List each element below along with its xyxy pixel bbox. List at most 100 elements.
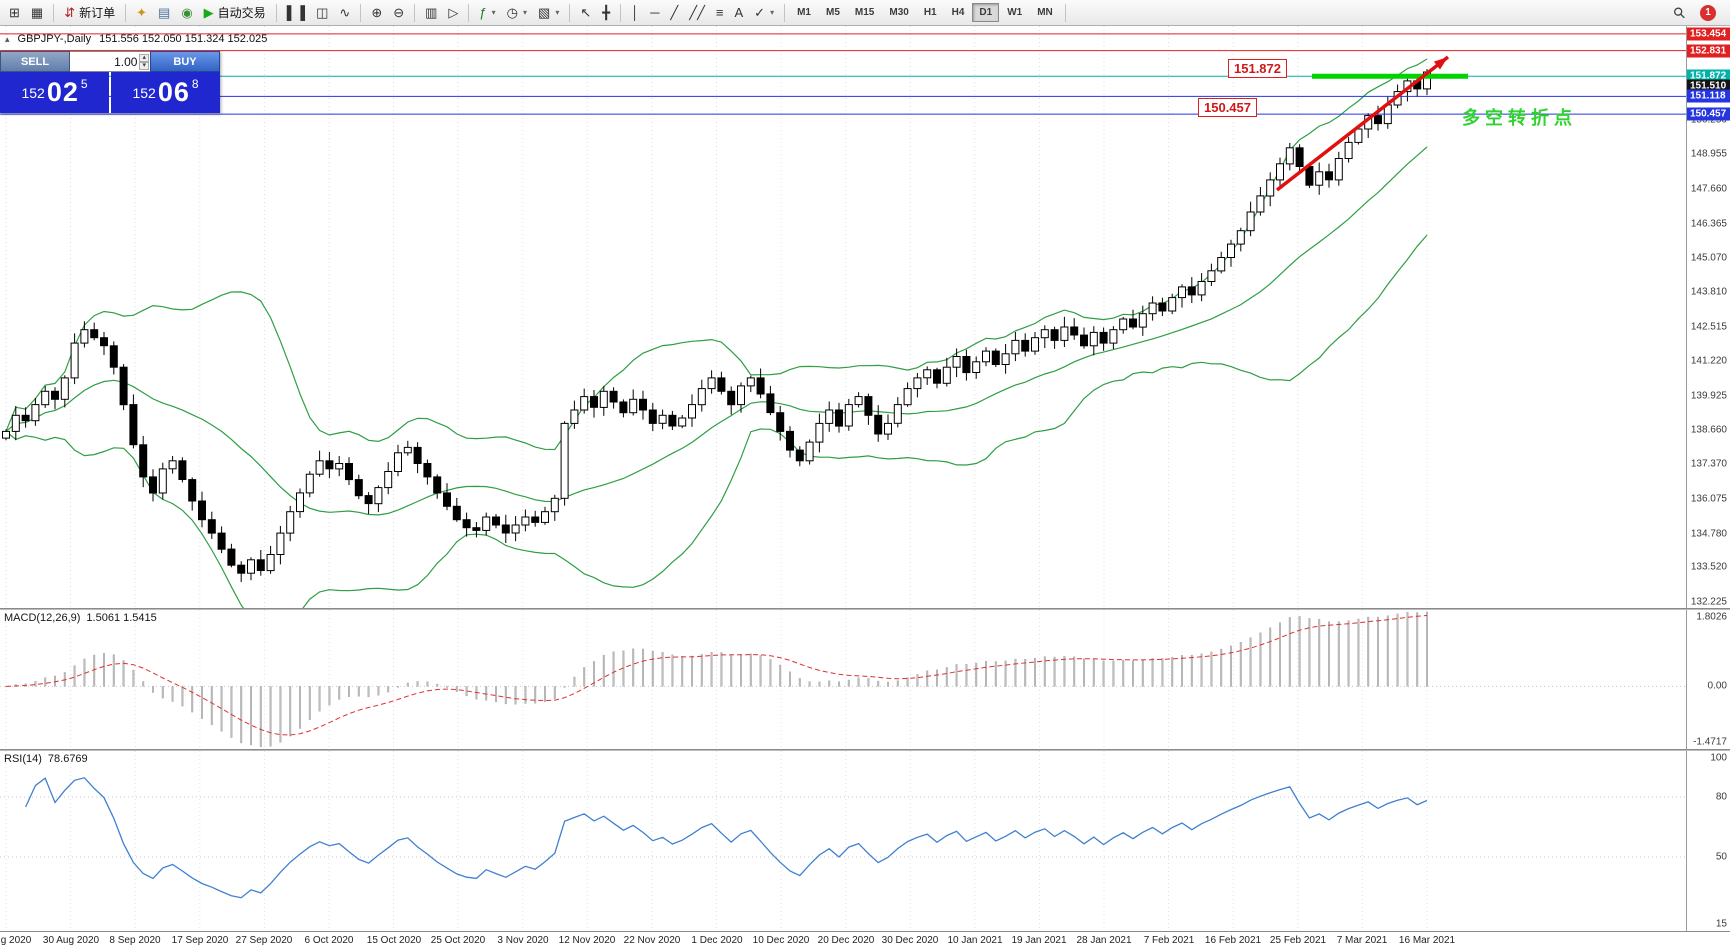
timeframe-M30[interactable]: M30 — [882, 3, 915, 22]
expert-advisors-icon[interactable]: ✦ — [131, 2, 152, 24]
price-tick-label: 147.660 — [1690, 183, 1727, 195]
buy-price[interactable]: 152 06 8 — [111, 72, 220, 113]
volume-down-icon[interactable]: ▾ — [139, 61, 149, 70]
autotrading-icon: ▶ — [203, 5, 214, 20]
channel-icon[interactable]: ╱╱ — [684, 2, 710, 24]
trendline-icon[interactable]: ╱ — [665, 2, 683, 24]
zoom-out-icon[interactable]: ⊖ — [388, 2, 409, 24]
candle-bull — [688, 404, 696, 419]
candle-bear — [991, 350, 1000, 366]
rsi-axis: 100 80 50 15 — [1686, 751, 1730, 931]
charts-grid-icon[interactable]: ⊞ — [4, 2, 25, 24]
timeframe-D1[interactable]: D1 — [972, 3, 1000, 22]
macd-histogram-bar — [1229, 645, 1232, 687]
panel-separator[interactable] — [0, 749, 1730, 751]
toolbar-separator — [53, 3, 55, 22]
horizontal-line-icon[interactable]: ─ — [645, 2, 664, 24]
macd-histogram-bar — [1014, 658, 1017, 687]
text-icon[interactable]: A — [730, 2, 749, 24]
search-icon[interactable]: ⚲ — [1669, 2, 1690, 24]
date-label: 25 Oct 2020 — [430, 935, 486, 946]
text-annotation[interactable]: 多空转折点 — [1462, 108, 1577, 129]
price-tick-label: 133.520 — [1690, 561, 1727, 573]
new-order-button[interactable]: ⇵ 新订单 — [59, 2, 120, 24]
price-callout[interactable]: 151.872 — [1228, 59, 1287, 78]
chart-shift-icon[interactable]: ▷ — [443, 2, 463, 24]
macd-histogram-bar — [906, 677, 909, 687]
macd-histogram-bar — [44, 677, 47, 687]
price-plot[interactable]: ▴ GBPJPY-,Daily 151.556 152.050 151.324 … — [0, 26, 1686, 608]
autotrading-button[interactable]: ▶ 自动交易 — [199, 2, 271, 24]
periods-icon[interactable]: ◷ ▾ — [502, 2, 532, 24]
bar-chart-icon[interactable]: ▌▐ — [282, 2, 310, 24]
fibonacci-icon[interactable]: ≡ — [711, 2, 729, 24]
macd-histogram-bar — [210, 686, 213, 726]
macd-histogram-bar — [495, 686, 498, 703]
indicators-icon[interactable]: ƒ ▾ — [474, 2, 500, 24]
time-axis[interactable]: 0 Aug 2020 30 Aug 2020 8 Sep 2020 17 Sep 20… — [0, 931, 1730, 950]
price-axis[interactable]: 150.250148.955147.660146.365145.070143.8… — [1686, 26, 1730, 608]
macd-plot[interactable]: MACD(12,26,9) 1.5061 1.5415 — [0, 610, 1686, 749]
sell-price[interactable]: 152 02 5 — [0, 72, 109, 113]
date-label: 6 Oct 2020 — [304, 935, 354, 946]
timeframe-H4[interactable]: H4 — [945, 3, 972, 22]
macd-histogram-bar — [985, 661, 988, 687]
macd-histogram-bar — [308, 686, 311, 721]
dropdown-caret-icon[interactable]: ▾ — [491, 8, 496, 17]
macd-histogram-bar — [1239, 642, 1242, 687]
one-click-collapse-icon[interactable]: ▴ — [5, 33, 10, 44]
rsi-scale-label: 80 — [1715, 791, 1727, 803]
buy-button[interactable]: BUY — [150, 51, 220, 72]
timeframe-M1[interactable]: M1 — [790, 3, 818, 22]
candle-bear — [452, 505, 461, 521]
candlestick-chart-icon[interactable]: ◫ — [311, 2, 333, 24]
sell-button[interactable]: SELL — [0, 51, 70, 72]
symbol-title: GBPJPY-,Daily — [17, 33, 92, 45]
vertical-line-icon[interactable]: │ — [626, 2, 644, 24]
toolbar-separator — [125, 3, 127, 22]
notification-badge[interactable]: 1 — [1700, 4, 1716, 21]
line-chart-icon[interactable]: ∿ — [334, 2, 355, 24]
candle-bull — [70, 342, 79, 379]
macd-histogram-bar — [289, 686, 292, 737]
candle-bear — [639, 398, 647, 411]
candle-bear — [237, 564, 246, 574]
timeframe-M15[interactable]: M15 — [848, 3, 881, 22]
zoom-in-icon[interactable]: ⊕ — [366, 2, 387, 24]
volume-spinner[interactable]: ▴ ▾ — [139, 53, 149, 70]
timeframe-W1[interactable]: W1 — [1000, 3, 1029, 22]
dropdown-caret-icon[interactable]: ▾ — [523, 8, 528, 17]
bollinger-middle-band — [5, 146, 1428, 516]
toolbar-separator — [569, 3, 571, 22]
price-callout[interactable]: 150.457 — [1198, 98, 1257, 117]
data-window-icon[interactable]: ◉ — [176, 2, 197, 24]
macd-histogram-bar — [632, 648, 635, 687]
timeframe-H1[interactable]: H1 — [917, 3, 944, 22]
timeframe-M5[interactable]: M5 — [819, 3, 847, 22]
timeframe-MN[interactable]: MN — [1030, 3, 1060, 22]
macd-histogram-bar — [1043, 656, 1046, 687]
market-watch-icon[interactable]: ▤ — [153, 2, 175, 24]
dropdown-caret-icon[interactable]: ▾ — [770, 8, 775, 17]
volume-up-icon[interactable]: ▴ — [139, 53, 149, 62]
tile-windows-icon[interactable]: ▦ — [26, 2, 48, 24]
arrows-icon[interactable]: ✓ ▾ — [749, 2, 779, 24]
date-label: 25 Feb 2021 — [1269, 935, 1327, 946]
new-order-button-label: 新订单 — [79, 6, 116, 20]
cursor-icon[interactable]: ↖ — [575, 2, 596, 24]
macd-histogram-bar — [544, 686, 547, 702]
templates-icon[interactable]: ▧ ▾ — [533, 2, 564, 24]
price-tag-black: 151.510 — [1687, 79, 1730, 93]
volume-field[interactable]: 1.00 ▴ ▾ — [70, 51, 150, 72]
candle-bull — [1246, 211, 1255, 232]
crosshair-icon[interactable]: ╋ — [597, 2, 615, 24]
macd-axis: 1.8026 0.00 -1.4717 — [1686, 610, 1730, 749]
panel-separator[interactable] — [0, 608, 1730, 610]
macd-histogram-bar — [249, 686, 252, 746]
macd-histogram-bar — [387, 686, 390, 693]
rsi-plot[interactable]: RSI(14) 78.6769 — [0, 751, 1686, 931]
dropdown-caret-icon[interactable]: ▾ — [555, 8, 560, 17]
cursor-icon: ↖ — [580, 5, 592, 20]
macd-histogram-bar — [524, 686, 527, 704]
auto-scroll-icon[interactable]: ▥ — [420, 2, 442, 24]
